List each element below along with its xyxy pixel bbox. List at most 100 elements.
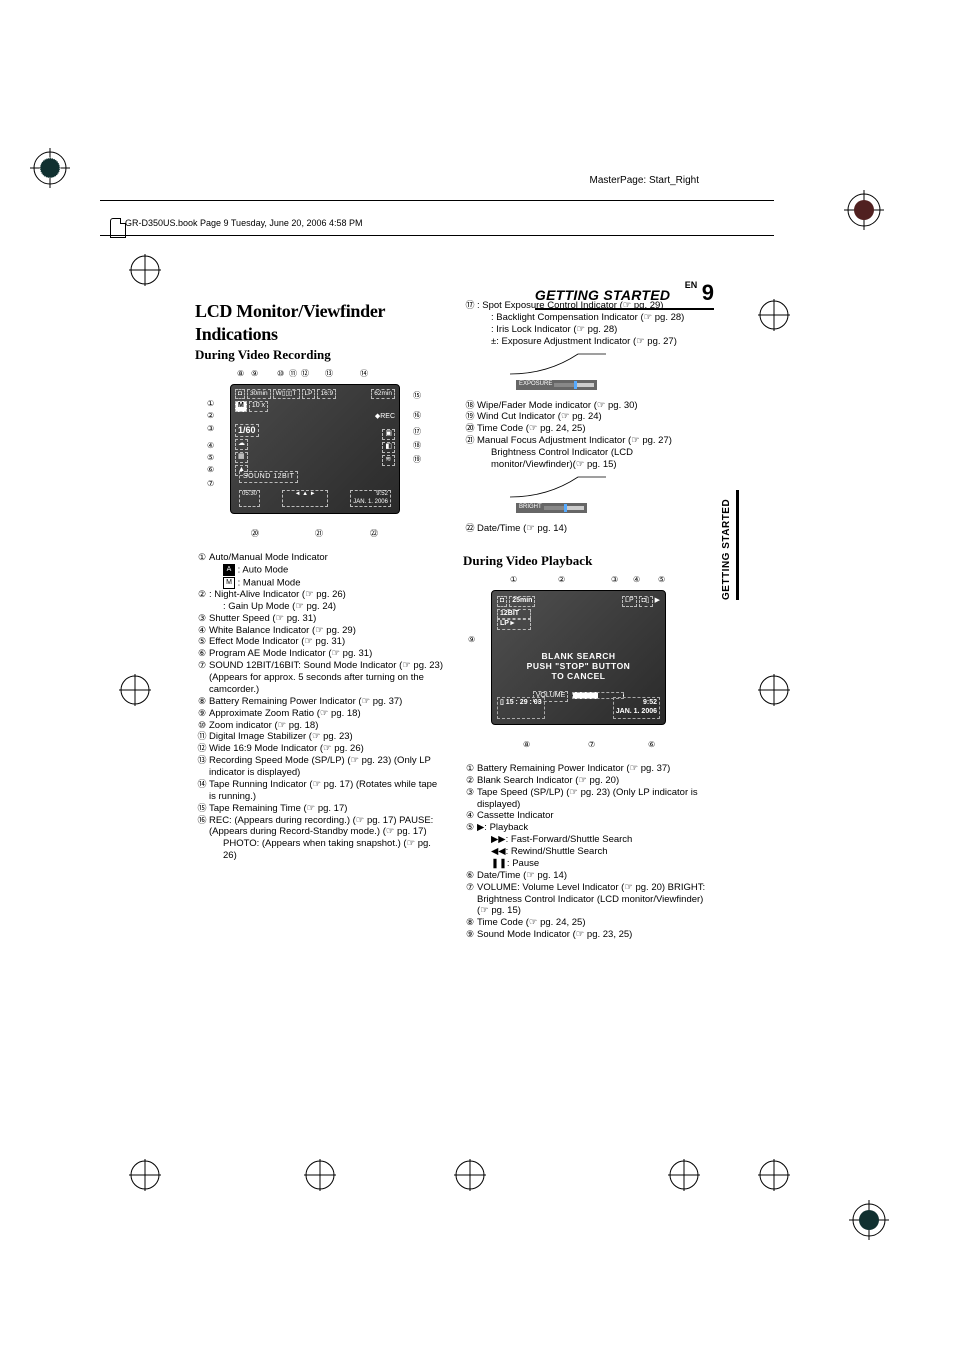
- list-item: : Iris Lock Indicator (☞ pg. 28): [463, 324, 713, 336]
- playback-diagram: ① ② ③ ④ ⑤ ⑨ ⑧ ⑦ ⑥ ◘ 25min LP ◘▯ ▶ 12BIT …: [463, 575, 713, 755]
- item-number: ①: [195, 552, 209, 564]
- item-number: ⑩: [195, 720, 209, 732]
- list-item: ⑧Battery Remaining Power Indicator (☞ pg…: [195, 696, 445, 708]
- item-number: [477, 324, 491, 336]
- exposure-bar: [554, 383, 594, 387]
- right-column: ⑰ : Spot Exposure Control Indicator (☞ p…: [463, 300, 713, 941]
- list-item: ㉑Manual Focus Adjustment Indicator (☞ pg…: [463, 435, 713, 447]
- osd-sound: SOUND 12BIT: [239, 471, 298, 484]
- osd-row2: M 10 x: [235, 401, 395, 412]
- item-number: [477, 312, 491, 324]
- item-text: Battery Remaining Power Indicator (☞ pg.…: [209, 696, 445, 708]
- list-item: : Gain Up Mode (☞ pg. 24): [195, 601, 445, 613]
- item-text: : Gain Up Mode (☞ pg. 24): [223, 601, 445, 613]
- playback-subtitle: During Video Playback: [463, 553, 713, 569]
- item-number: [477, 834, 491, 846]
- item-text: : Iris Lock Indicator (☞ pg. 28): [491, 324, 713, 336]
- osd-focus-bar: ◄ ▲ ►: [282, 490, 328, 507]
- callout-20: ⑳: [251, 529, 259, 539]
- recording-list: ①Auto/Manual Mode IndicatorA : Auto Mode…: [195, 552, 445, 862]
- item-text: Battery Remaining Power Indicator (☞ pg.…: [477, 763, 713, 775]
- list-item: A : Auto Mode: [195, 564, 445, 576]
- exposure-gauge: EXPOSURE: [508, 352, 613, 392]
- reg-mark-nw: [30, 148, 70, 188]
- pb-25min: 25min: [509, 596, 535, 607]
- reg-mark-left-2: [125, 250, 165, 290]
- callout-11: ⑪: [289, 369, 297, 379]
- pb-sound2: LP►: [497, 619, 531, 630]
- item-number: ⑯: [195, 815, 209, 839]
- pb-callout-6: ⑥: [648, 740, 655, 750]
- item-text: Time Code (☞ pg. 24, 25): [477, 423, 713, 435]
- right-after-list: ㉒Date/Time (☞ pg. 14): [463, 523, 713, 535]
- item-number: [209, 601, 223, 613]
- pb-batt: ◘: [497, 596, 507, 607]
- pb-datetime: 9:52JAN. 1. 2006: [613, 697, 660, 719]
- item-number: ⑲: [463, 411, 477, 423]
- osd-mode-m: M: [235, 401, 247, 412]
- item-text: Tape Running Indicator (☞ pg. 17) (Rotat…: [209, 779, 445, 803]
- item-number: ㉒: [463, 523, 477, 535]
- pb-sound-row: 12BIT LP►: [497, 609, 660, 631]
- item-text: SOUND 12BIT/16BIT: Sound Mode Indicator …: [209, 660, 445, 696]
- callout-15: ⑮: [413, 391, 421, 401]
- manual-page: MasterPage: Start_Right GR-D350US.book P…: [0, 0, 954, 1351]
- list-item: ③Tape Speed (SP/LP) (☞ pg. 23) (Only LP …: [463, 787, 713, 811]
- item-number: [209, 564, 223, 576]
- list-item: ◀◀: Rewind/Shuttle Search: [463, 846, 713, 858]
- osd-62min: 62min: [371, 389, 395, 399]
- osd-spot-icon: ▣: [382, 429, 395, 440]
- item-number: ⑪: [195, 731, 209, 743]
- pb-lp: LP: [622, 596, 637, 607]
- pb-sound1: 12BIT: [497, 609, 531, 620]
- list-item: ④Cassette Indicator: [463, 810, 713, 822]
- item-text: Blank Search Indicator (☞ pg. 20): [477, 775, 713, 787]
- item-number: ⑦: [463, 882, 477, 918]
- list-item: ▶▶: Fast-Forward/Shuttle Search: [463, 834, 713, 846]
- left-column: LCD Monitor/Viewfinder Indications Durin…: [195, 300, 445, 941]
- reg-mark-bl: [125, 1155, 165, 1195]
- item-text: ❚❚: Pause: [491, 858, 713, 870]
- list-item: ⑤▶: Playback: [463, 822, 713, 834]
- list-item: ⑲Wind Cut Indicator (☞ pg. 24): [463, 411, 713, 423]
- list-item: ⑨Sound Mode Indicator (☞ pg. 23, 25): [463, 929, 713, 941]
- osd-effect-icon: ▦: [235, 452, 248, 463]
- osd-zoom-ratio: 10 x: [249, 401, 268, 412]
- callout-22: ㉒: [370, 529, 378, 539]
- item-text: PHOTO: (Appears when taking snapshot.) (…: [223, 838, 445, 862]
- list-item: ⑫Wide 16:9 Mode Indicator (☞ pg. 26): [195, 743, 445, 755]
- item-number: ⑮: [195, 803, 209, 815]
- list-item: ⑧Time Code (☞ pg. 24, 25): [463, 917, 713, 929]
- masterpage-label: MasterPage: Start_Right: [590, 175, 700, 186]
- pb-callout-3: ③: [611, 575, 618, 585]
- item-text: ▶▶: Fast-Forward/Shuttle Search: [491, 834, 713, 846]
- list-item: ①Battery Remaining Power Indicator (☞ pg…: [463, 763, 713, 775]
- lang-code: EN: [685, 280, 698, 290]
- pb-callout-9: ⑨: [468, 635, 475, 645]
- book-header: GR-D350US.book Page 9 Tuesday, June 20, …: [125, 218, 362, 228]
- item-text: Zoom indicator (☞ pg. 18): [209, 720, 445, 732]
- osd-right-icons: ▣ ◧ ≋: [382, 429, 395, 465]
- callout-4: ④: [207, 441, 214, 451]
- item-text: Approximate Zoom Ratio (☞ pg. 18): [209, 708, 445, 720]
- list-item: PHOTO: (Appears when taking snapshot.) (…: [195, 838, 445, 862]
- bright-label: BRIGHT: [516, 503, 587, 513]
- osd-30min: 30min: [247, 389, 271, 399]
- list-item: ±: Exposure Adjustment Indicator (☞ pg. …: [463, 336, 713, 348]
- osd-rec: ◆REC: [375, 413, 395, 422]
- callout-1: ①: [207, 399, 214, 409]
- item-text: Manual Focus Adjustment Indicator (☞ pg.…: [477, 435, 713, 447]
- osd-screen: ◘ 30min W▯▯▯T LP 16:9 62min M 10 x ◆REC …: [230, 384, 400, 514]
- list-item: ⑮Tape Remaining Time (☞ pg. 17): [195, 803, 445, 815]
- callout-17: ⑰: [413, 427, 421, 437]
- reg-mark-b4: [664, 1155, 704, 1195]
- reg-mark-mr: [754, 670, 794, 710]
- item-text: Time Code (☞ pg. 24, 25): [477, 917, 713, 929]
- pb-cassette-icon: ◘▯: [639, 596, 653, 607]
- item-number: ⑧: [195, 696, 209, 708]
- pb-top-row: ◘ 25min LP ◘▯ ▶: [497, 596, 660, 607]
- callout-9: ⑨: [251, 369, 258, 379]
- item-text: Wide 16:9 Mode Indicator (☞ pg. 26): [209, 743, 445, 755]
- pb-callout-5: ⑤: [658, 575, 665, 585]
- list-item: ③Shutter Speed (☞ pg. 31): [195, 613, 445, 625]
